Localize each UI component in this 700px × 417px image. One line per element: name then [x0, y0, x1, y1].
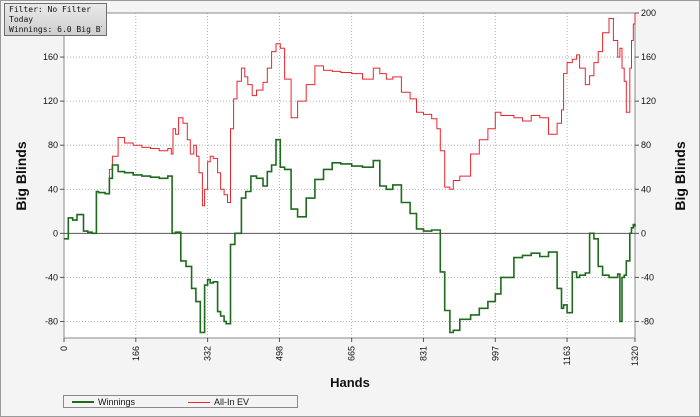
- series-layer: [64, 13, 636, 334]
- y-tick-label-left: 160: [43, 52, 58, 62]
- x-tick-label: 1163: [562, 346, 572, 365]
- y-tick-label-left: 120: [43, 96, 58, 106]
- y-tick-label-right: -40: [641, 272, 654, 282]
- y-axis-title-left: Big Blinds: [13, 141, 29, 210]
- legend-swatch-all-in-ev: [188, 401, 210, 403]
- y-tick-label-left: -40: [45, 272, 58, 282]
- x-tick-label: 665: [347, 346, 357, 361]
- legend: Winnings All-In EV: [63, 395, 298, 408]
- info-box: Filter: No Filter Today Winnings: 6.0 Bi…: [4, 3, 107, 36]
- x-tick-label: 1320: [630, 346, 640, 366]
- series-line-winnings: [64, 138, 636, 334]
- x-tick-label: 332: [203, 346, 213, 361]
- y-tick-label-left: 0: [53, 228, 58, 238]
- axis-layer: -80 -40 0 40 80 120 160 -80 -40 0 40 80 120 160 200 0 16…: [43, 8, 656, 366]
- legend-label-winnings: Winnings: [98, 397, 136, 407]
- x-axis-title: Hands: [330, 375, 370, 390]
- y-tick-label-right: 40: [641, 184, 651, 194]
- y-tick-label-right: 160: [641, 52, 656, 62]
- winnings-summary: Winnings: 6.0 Big Blinds: [9, 25, 102, 34]
- y-tick-label-left: 40: [48, 184, 58, 194]
- period-label: Today: [9, 15, 34, 24]
- y-tick-label-right: 80: [641, 140, 651, 150]
- y-tick-label-left: 80: [48, 140, 58, 150]
- x-tick-label: 166: [131, 346, 141, 361]
- x-tick-label: 997: [490, 346, 500, 361]
- legend-label-all-in-ev: All-In EV: [214, 397, 250, 407]
- y-tick-label-right: 0: [641, 228, 646, 238]
- legend-item-all-in-ev: All-In EV: [188, 397, 249, 407]
- legend-swatch-winnings: [72, 401, 94, 403]
- legend-item-winnings: Winnings: [72, 397, 135, 407]
- series-line-all-in-ev: [64, 13, 636, 240]
- y-tick-label-right: -80: [641, 316, 654, 326]
- plot-area: [63, 12, 636, 339]
- y-tick-label-left: -80: [45, 316, 58, 326]
- filter-label: Filter: No Filter: [9, 5, 91, 14]
- y-axis-title-right: Big Blinds: [672, 141, 688, 210]
- y-tick-label-right: 200: [641, 8, 656, 18]
- y-tick-label-right: 120: [641, 96, 656, 106]
- x-tick-label: 831: [418, 346, 428, 361]
- x-tick-label: 498: [274, 346, 284, 361]
- x-tick-label: 0: [59, 346, 69, 351]
